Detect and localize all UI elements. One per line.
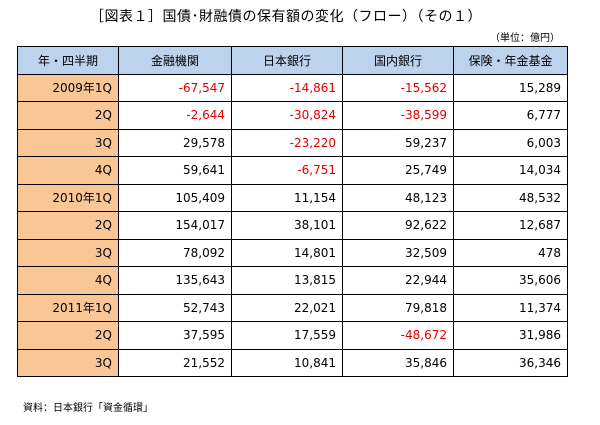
table-row: 2Q 37,595 17,559 -48,672 31,986 [17, 321, 568, 350]
bank-of-japan-cell: -23,220 [231, 128, 343, 157]
insurance-pension-cell: 478 [453, 238, 568, 267]
bank-of-japan-cell: -6,751 [231, 156, 343, 185]
header-bank-of-japan: 日本銀行 [231, 46, 343, 75]
insurance-pension-cell: 6,777 [453, 101, 568, 130]
insurance-pension-cell: 14,034 [453, 156, 568, 185]
financial-institutions-cell: 37,595 [118, 321, 232, 350]
financial-institutions-cell: 154,017 [118, 211, 232, 240]
unit-label: （単位：億円） [490, 33, 560, 44]
domestic-banks-cell: 32,509 [342, 238, 454, 267]
period-cell: 3Q [17, 128, 119, 157]
insurance-pension-cell: 11,374 [453, 293, 568, 322]
period-cell: 3Q [17, 348, 119, 377]
bank-of-japan-cell: 14,801 [231, 238, 343, 267]
financial-institutions-cell: -2,644 [118, 101, 232, 130]
bank-of-japan-cell: 38,101 [231, 211, 343, 240]
table-row: 2Q -2,644 -30,824 -38,599 6,777 [17, 101, 568, 130]
domestic-banks-cell: 22,944 [342, 266, 454, 295]
financial-institutions-cell: 78,092 [118, 238, 232, 267]
table-row: 2011年1Q 52,743 22,021 79,818 11,374 [17, 293, 568, 322]
insurance-pension-cell: 15,289 [453, 73, 568, 102]
period-cell: 2Q [17, 101, 119, 130]
table-row: 3Q 29,578 -23,220 59,237 6,003 [17, 128, 568, 157]
domestic-banks-cell: 79,818 [342, 293, 454, 322]
header-insurance-pension: 保険・年金基金 [453, 46, 568, 75]
insurance-pension-cell: 35,606 [453, 266, 568, 295]
domestic-banks-cell: 35,846 [342, 348, 454, 377]
period-cell: 2011年1Q [17, 293, 119, 322]
holdings-table: 年・四半期 金融機関 日本銀行 国内銀行 保険・年金基金 2009年1Q -67,… [17, 46, 568, 377]
domestic-banks-cell: -48,672 [342, 321, 454, 350]
table-row: 4Q 135,643 13,815 22,944 35,606 [17, 266, 568, 295]
domestic-banks-cell: -15,562 [342, 73, 454, 102]
period-cell: 2009年1Q [17, 73, 119, 102]
header-financial-institutions: 金融機関 [118, 46, 232, 75]
domestic-banks-cell: 48,123 [342, 183, 454, 212]
financial-institutions-cell: 135,643 [118, 266, 232, 295]
bank-of-japan-cell: -30,824 [231, 101, 343, 130]
table-row: 2010年1Q 105,409 11,154 48,123 48,532 [17, 183, 568, 212]
period-cell: 4Q [17, 156, 119, 185]
insurance-pension-cell: 12,687 [453, 211, 568, 240]
bank-of-japan-cell: 17,559 [231, 321, 343, 350]
header-row: 年・四半期 金融機関 日本銀行 国内銀行 保険・年金基金 [17, 46, 568, 75]
insurance-pension-cell: 36,346 [453, 348, 568, 377]
insurance-pension-cell: 48,532 [453, 183, 568, 212]
bank-of-japan-cell: -14,861 [231, 73, 343, 102]
table-row: 3Q 78,092 14,801 32,509 478 [17, 238, 568, 267]
period-cell: 3Q [17, 238, 119, 267]
period-cell: 2Q [17, 321, 119, 350]
financial-institutions-cell: 29,578 [118, 128, 232, 157]
domestic-banks-cell: 59,237 [342, 128, 454, 157]
bank-of-japan-cell: 13,815 [231, 266, 343, 295]
bank-of-japan-cell: 11,154 [231, 183, 343, 212]
financial-institutions-cell: 21,552 [118, 348, 232, 377]
financial-institutions-cell: 59,641 [118, 156, 232, 185]
header-period: 年・四半期 [17, 46, 119, 75]
bank-of-japan-cell: 22,021 [231, 293, 343, 322]
domestic-banks-cell: 92,622 [342, 211, 454, 240]
insurance-pension-cell: 31,986 [453, 321, 568, 350]
table-row: 3Q 21,552 10,841 35,846 36,346 [17, 348, 568, 377]
table-row: 4Q 59,641 -6,751 25,749 14,034 [17, 156, 568, 185]
table-row: 2009年1Q -67,547 -14,861 -15,562 15,289 [17, 73, 568, 102]
period-cell: 4Q [17, 266, 119, 295]
table-title: ［図表１］国債･財融債の保有額の変化（フロー）（その１） [90, 9, 482, 25]
domestic-banks-cell: -38,599 [342, 101, 454, 130]
source-note: 資料：日本銀行「資金循環」 [23, 403, 153, 414]
table-row: 2Q 154,017 38,101 92,622 12,687 [17, 211, 568, 240]
insurance-pension-cell: 6,003 [453, 128, 568, 157]
domestic-banks-cell: 25,749 [342, 156, 454, 185]
financial-institutions-cell: -67,547 [118, 73, 232, 102]
financial-institutions-cell: 52,743 [118, 293, 232, 322]
header-domestic-banks: 国内銀行 [342, 46, 454, 75]
period-cell: 2Q [17, 211, 119, 240]
period-cell: 2010年1Q [17, 183, 119, 212]
financial-institutions-cell: 105,409 [118, 183, 232, 212]
bank-of-japan-cell: 10,841 [231, 348, 343, 377]
